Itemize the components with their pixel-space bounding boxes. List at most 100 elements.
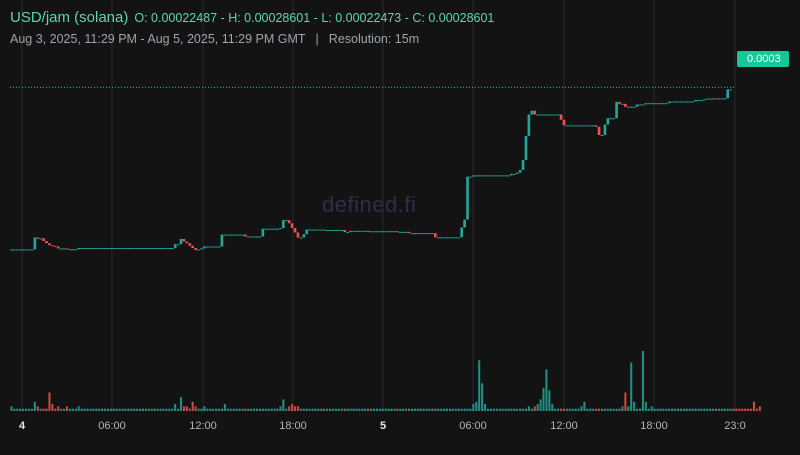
candle[interactable] <box>127 247 130 249</box>
candle[interactable] <box>317 229 320 231</box>
candle[interactable] <box>284 220 288 222</box>
candle[interactable] <box>565 125 569 127</box>
candle[interactable] <box>305 229 309 235</box>
candle[interactable] <box>10 249 13 251</box>
candle[interactable] <box>685 101 689 103</box>
candle[interactable] <box>396 231 399 233</box>
candle[interactable] <box>667 101 671 104</box>
candle[interactable] <box>591 125 595 127</box>
candle[interactable] <box>381 231 385 233</box>
candle[interactable] <box>407 231 411 234</box>
candle[interactable] <box>676 101 680 103</box>
candle[interactable] <box>489 175 493 177</box>
candle[interactable] <box>442 237 446 239</box>
candle[interactable] <box>603 124 607 135</box>
candle[interactable] <box>597 126 601 135</box>
candle[interactable] <box>290 223 294 229</box>
candle[interactable] <box>191 245 195 248</box>
candle[interactable] <box>150 247 154 249</box>
candle[interactable] <box>542 114 545 116</box>
candle[interactable] <box>200 248 203 250</box>
candle[interactable] <box>188 243 192 246</box>
candle[interactable] <box>246 236 250 238</box>
candle[interactable] <box>249 236 253 238</box>
candle[interactable] <box>460 227 463 238</box>
candle[interactable] <box>206 246 209 248</box>
candle[interactable] <box>299 237 303 239</box>
candle[interactable] <box>182 238 186 242</box>
candle[interactable] <box>147 247 151 249</box>
candle[interactable] <box>594 125 598 127</box>
candle[interactable] <box>705 98 709 100</box>
candle[interactable] <box>217 246 221 248</box>
candle[interactable] <box>235 234 238 236</box>
candle[interactable] <box>320 229 323 231</box>
candle[interactable] <box>647 103 651 105</box>
candle[interactable] <box>653 103 656 105</box>
candle[interactable] <box>208 246 212 248</box>
candle[interactable] <box>325 229 329 231</box>
candle[interactable] <box>13 249 16 251</box>
candle[interactable] <box>165 247 168 249</box>
candle[interactable] <box>109 247 113 249</box>
candle[interactable] <box>550 114 554 116</box>
candle[interactable] <box>173 244 177 248</box>
candle[interactable] <box>548 114 551 116</box>
candle[interactable] <box>673 101 677 103</box>
candle[interactable] <box>331 229 335 231</box>
candle[interactable] <box>21 249 25 251</box>
candle[interactable] <box>568 125 572 127</box>
candle[interactable] <box>30 249 34 251</box>
candle[interactable] <box>130 247 133 249</box>
candle[interactable] <box>694 100 697 102</box>
candle[interactable] <box>214 246 218 248</box>
candle[interactable] <box>45 241 48 244</box>
candle[interactable] <box>36 237 40 239</box>
candle[interactable] <box>375 231 379 233</box>
candle[interactable] <box>135 247 139 249</box>
candle[interactable] <box>530 110 534 115</box>
candle[interactable] <box>492 175 496 177</box>
candle[interactable] <box>536 114 539 116</box>
candle[interactable] <box>390 231 393 233</box>
candle[interactable] <box>270 228 273 230</box>
candle[interactable] <box>33 237 37 250</box>
candle[interactable] <box>583 125 586 127</box>
candle[interactable] <box>650 103 653 105</box>
candle[interactable] <box>688 101 692 103</box>
candle[interactable] <box>609 118 613 120</box>
candle[interactable] <box>80 247 83 249</box>
candle[interactable] <box>211 246 215 248</box>
candle[interactable] <box>159 247 162 249</box>
candle[interactable] <box>624 103 627 107</box>
candle[interactable] <box>293 228 297 233</box>
candle[interactable] <box>612 118 615 120</box>
candle[interactable] <box>606 118 610 125</box>
candle[interactable] <box>638 104 642 106</box>
candle[interactable] <box>334 229 338 231</box>
candle[interactable] <box>629 106 633 108</box>
candle[interactable] <box>92 247 95 249</box>
candle[interactable] <box>255 236 259 238</box>
candle[interactable] <box>518 169 522 173</box>
candle[interactable] <box>118 247 121 249</box>
candle[interactable] <box>238 234 241 236</box>
candle[interactable] <box>132 247 136 249</box>
candle[interactable] <box>626 106 630 108</box>
candle[interactable] <box>632 106 636 108</box>
candle[interactable] <box>662 103 665 105</box>
candle[interactable] <box>419 233 423 235</box>
candle[interactable] <box>229 234 233 236</box>
candle[interactable] <box>223 234 227 236</box>
candle[interactable] <box>97 247 101 249</box>
candle[interactable] <box>346 232 349 234</box>
candle[interactable] <box>258 236 262 238</box>
candle[interactable] <box>302 234 306 238</box>
candle[interactable] <box>261 228 265 237</box>
candle[interactable] <box>314 229 317 231</box>
candle[interactable] <box>279 228 282 230</box>
candle[interactable] <box>42 238 45 242</box>
candle[interactable] <box>156 247 159 249</box>
candle[interactable] <box>343 229 347 233</box>
